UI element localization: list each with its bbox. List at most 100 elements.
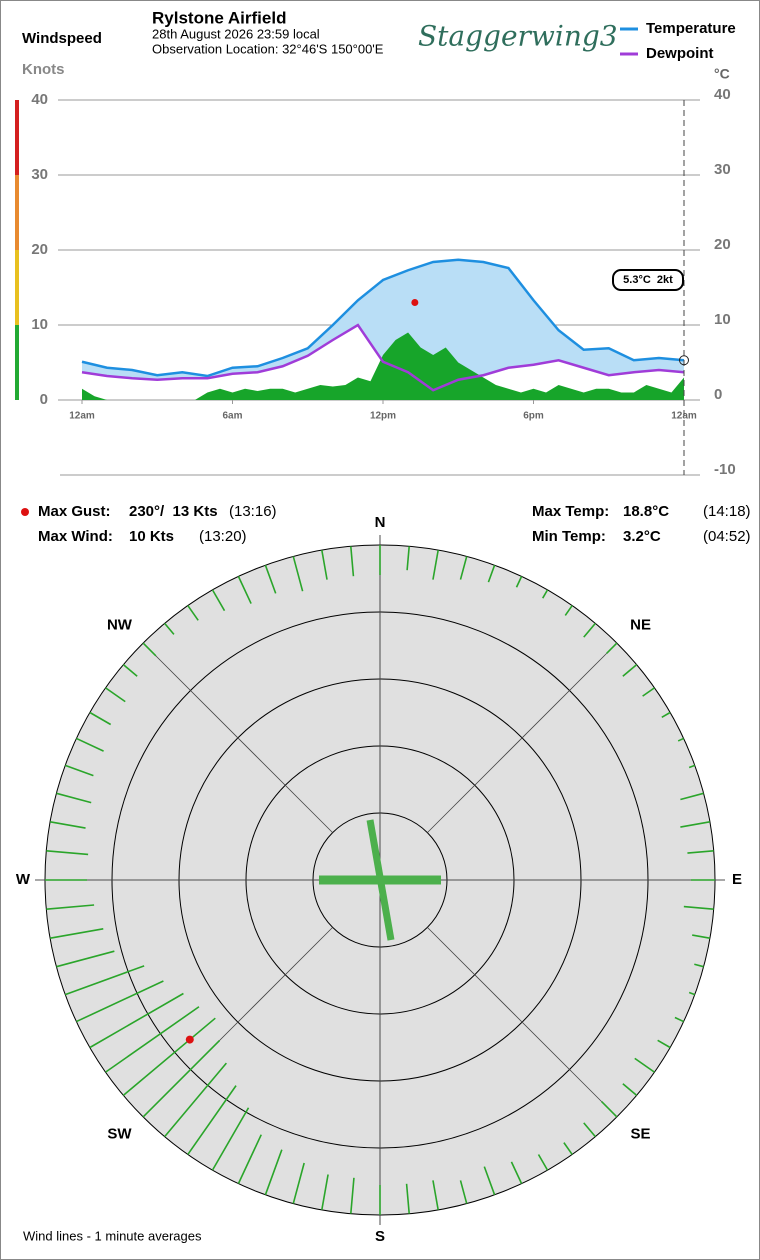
y-tick-label: 20	[31, 241, 48, 258]
y-tick-label: 10	[31, 316, 48, 333]
stat-value: 10 Kts	[129, 528, 174, 545]
wind-rose: N NE E SE S SW W NW Wind lines - 1 minute averag…	[16, 514, 742, 1245]
wind-line	[237, 1134, 262, 1184]
wind-line	[405, 1183, 410, 1214]
rose-spoke	[427, 642, 618, 833]
wind-line	[64, 965, 145, 996]
wind-line	[687, 850, 714, 854]
wind-line	[622, 664, 638, 677]
wind-line	[606, 642, 618, 654]
wind-line	[680, 821, 711, 828]
gust-point	[185, 1035, 194, 1044]
wind-line	[76, 980, 164, 1023]
compass-label: N	[375, 514, 386, 531]
wind-line	[432, 549, 439, 580]
wind-line	[46, 850, 89, 856]
wind-line	[622, 1083, 638, 1096]
annotation: 5.3°C 2kt	[623, 274, 673, 286]
wind-line	[688, 764, 696, 769]
y2-tick-label: 20	[714, 236, 731, 253]
y2-tick-label: 0	[714, 386, 722, 403]
x-tick-label: 6am	[222, 411, 242, 422]
wind-line	[459, 1180, 468, 1204]
wind-line	[237, 576, 252, 604]
wind-line	[692, 934, 711, 939]
wind-line	[46, 904, 95, 910]
stat-label: Max Gust:	[38, 503, 111, 520]
x-tick-label: 12am	[671, 411, 697, 422]
y-unit: Knots	[22, 61, 65, 78]
speed-zone	[15, 175, 19, 250]
wind-line	[49, 928, 104, 939]
wind-line	[459, 556, 468, 580]
speed-zone	[15, 325, 19, 400]
wind-line	[292, 1162, 305, 1204]
wind-line	[642, 687, 655, 697]
wind-line	[64, 764, 94, 777]
legend-label: Temperature	[646, 20, 736, 37]
wind-line	[89, 711, 112, 726]
gust-legend-dot	[21, 508, 29, 516]
wind-line	[634, 1057, 655, 1073]
wind-line	[122, 664, 138, 677]
wind-line	[164, 622, 175, 635]
wind-line	[510, 1161, 523, 1184]
compass-label: NE	[630, 616, 651, 633]
gust-marker	[411, 299, 419, 306]
wind-area	[82, 332, 684, 400]
stat-label: Max Wind:	[38, 528, 113, 545]
stat-label: Max Temp:	[532, 503, 609, 520]
wind-line	[142, 642, 157, 657]
stat-time: (13:16)	[229, 503, 277, 520]
x-tick-label: 12am	[69, 411, 95, 422]
brand: Staggerwing3	[418, 20, 618, 53]
wind-line	[406, 546, 410, 571]
wind-line	[688, 991, 696, 996]
series-line	[81, 258, 685, 378]
speed-zone	[15, 100, 19, 175]
wind-line	[537, 1154, 549, 1171]
wind-line	[164, 1062, 227, 1138]
wind-line	[564, 605, 573, 616]
stat-value: 3.2°C	[623, 528, 661, 545]
wind-line	[187, 605, 199, 621]
wind-line	[680, 792, 704, 801]
wind-line	[56, 792, 92, 804]
wind-line	[677, 737, 684, 742]
wind-line	[89, 992, 184, 1049]
title: Rylstone Airfield	[152, 8, 286, 27]
stat-time: (04:52)	[703, 528, 751, 545]
wind-line	[601, 1101, 618, 1118]
wind-line	[211, 1107, 250, 1171]
wind-line	[487, 564, 496, 583]
wind-line	[76, 737, 104, 752]
wind-line	[105, 1006, 200, 1073]
wind-line	[674, 1016, 684, 1023]
x-tick-label: 12pm	[370, 411, 396, 422]
wind-line	[583, 622, 596, 638]
temp-dew-fill	[82, 259, 684, 391]
compass-label: W	[16, 871, 31, 888]
rose-spoke	[142, 642, 333, 833]
subtitle: 28th August 2026 23:59 local	[152, 26, 320, 41]
stat-time: (14:18)	[703, 503, 751, 520]
y2-tick-label: -10	[714, 461, 736, 478]
wind-line	[515, 576, 523, 588]
wind-line	[661, 711, 671, 718]
wind-line	[122, 1017, 216, 1096]
series-line	[81, 323, 685, 392]
y2-unit: °C	[714, 66, 730, 82]
rose-spoke	[427, 927, 618, 1118]
stat-value: 230°/ 13 Kts	[129, 503, 218, 520]
location: Observation Location: 32°46'S 150°00'E	[152, 41, 384, 56]
wind-line	[264, 1149, 283, 1196]
now-marker	[679, 355, 689, 366]
wind-line	[542, 589, 549, 599]
wind-line	[350, 546, 355, 577]
y-title: Windspeed	[22, 30, 102, 47]
wind-line	[264, 564, 277, 594]
note: Wind lines - 1 minute averages	[23, 1228, 202, 1243]
x-tick-label: 6pm	[523, 411, 544, 422]
